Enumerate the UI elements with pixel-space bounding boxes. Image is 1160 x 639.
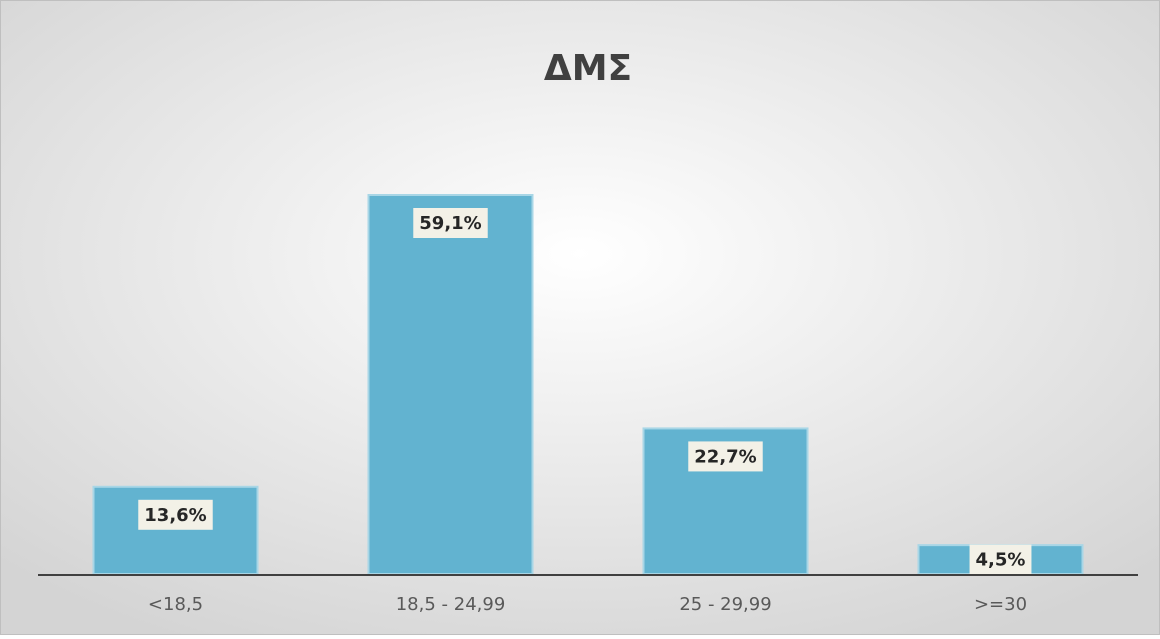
x-tick-label: >=30 <box>974 594 1027 615</box>
data-label-box <box>413 208 488 238</box>
data-label-box <box>969 544 1032 575</box>
plot-area: <18,5 13,6% 18,5 - 24,99 59,1% 25 - 29,99 22,… <box>92 194 1084 615</box>
data-label: 59,1% <box>419 213 481 234</box>
x-tick-label: 18,5 - 24,99 <box>396 594 506 615</box>
data-label-box <box>138 499 213 530</box>
data-label: 13,6% <box>144 505 206 526</box>
x-tick-label: 25 - 29,99 <box>679 594 771 615</box>
data-label: 22,7% <box>694 446 756 467</box>
bar <box>367 194 534 575</box>
data-label-box <box>688 441 763 472</box>
chart-title: ΔΜΣ <box>544 48 632 89</box>
x-tick-label: <18,5 <box>148 594 203 615</box>
data-label: 4,5% <box>976 550 1026 571</box>
